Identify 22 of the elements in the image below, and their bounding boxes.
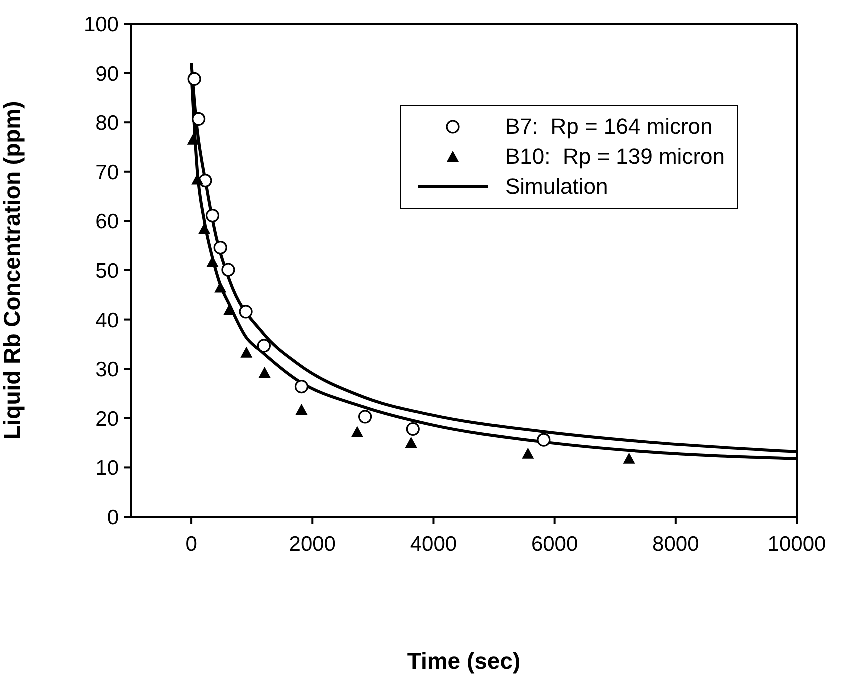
- x-tick-label: 4000: [410, 532, 458, 556]
- x-tick-label: 0: [186, 532, 198, 556]
- y-tick-label: 30: [96, 358, 119, 382]
- y-tick-label: 20: [96, 408, 119, 431]
- y-tick-label: 90: [96, 62, 119, 86]
- legend-label: B7: Rp = 164 micron: [505, 114, 713, 140]
- x-axis-title: Time (sec): [407, 648, 521, 674]
- y-tick-label: 0: [107, 506, 119, 530]
- y-tick-label: 40: [96, 309, 119, 332]
- y-tick-label: 80: [96, 112, 119, 136]
- y-tick-label: 60: [96, 210, 119, 234]
- legend-label: Simulation: [505, 174, 608, 200]
- x-tick-label: 8000: [652, 532, 700, 556]
- y-axis-title: Liquid Rb Concentration (ppm): [0, 101, 26, 440]
- x-tick-label: 6000: [531, 532, 578, 556]
- x-tick-label: 2000: [289, 532, 336, 556]
- x-tick-label: 10000: [768, 532, 826, 556]
- y-tick-label: 50: [96, 260, 119, 283]
- y-tick-label: 100: [84, 13, 119, 36]
- legend-label: B10: Rp = 139 micron: [505, 144, 725, 170]
- y-tick-label: 10: [96, 457, 119, 480]
- y-tick-label: 70: [96, 161, 119, 184]
